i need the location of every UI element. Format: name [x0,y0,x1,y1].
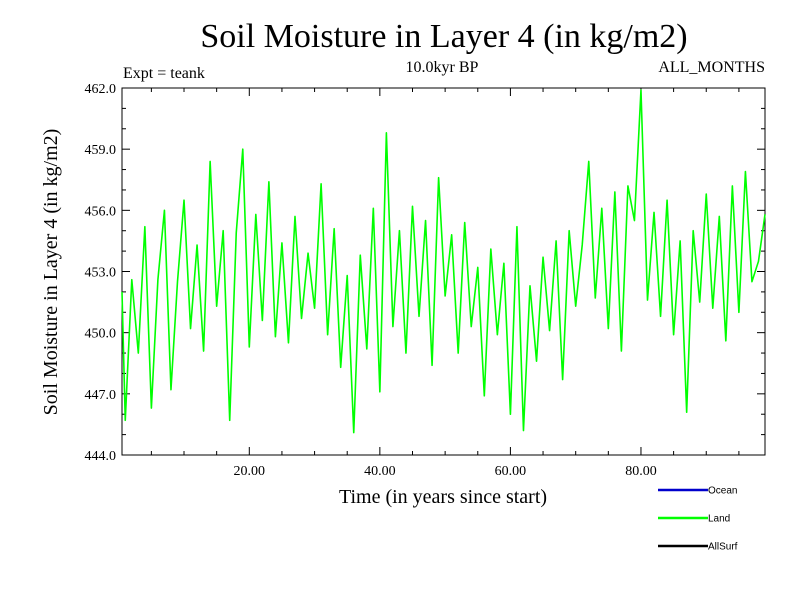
months-label: ALL_MONTHS [658,59,765,76]
x-tick-label: 80.00 [625,464,657,479]
y-tick-label: 453.0 [85,266,117,281]
legend-entry-land: Land [658,514,730,525]
y-axis-label: Soil Moisture in Layer 4 (in kg/m2) [40,129,62,416]
series-line-land [121,89,766,434]
y-tick-label: 450.0 [85,327,117,342]
chart-title: Soil Moisture in Layer 4 (in kg/m2) [200,18,687,55]
x-axis-label: Time (in years since start) [339,486,547,508]
axis-ticks: 444.0 447.0 450.0 453.0 456.0 459.0 462.0 20.00… [85,82,765,479]
legend-entry-allsurf: AllSurf [658,542,738,553]
experiment-label: Expt = teank [123,65,205,82]
y-tick-label: 459.0 [85,143,117,158]
legend-entry-ocean: Ocean [658,486,737,497]
x-tick-label: 20.00 [234,464,266,479]
series-layer [121,89,766,434]
x-tick-label: 40.00 [364,464,396,479]
y-tick-label: 462.0 [85,82,117,97]
y-tick-label: 456.0 [85,204,117,219]
chart-subtitle: 10.0kyr BP [406,59,479,76]
legend-label: Ocean [708,486,737,497]
legend-label: Land [708,514,730,525]
legend: Ocean Land AllSurf [658,486,738,553]
y-tick-label: 444.0 [85,449,117,464]
x-tick-label: 60.00 [495,464,527,479]
y-tick-label: 447.0 [85,388,117,403]
legend-label: AllSurf [708,542,738,553]
